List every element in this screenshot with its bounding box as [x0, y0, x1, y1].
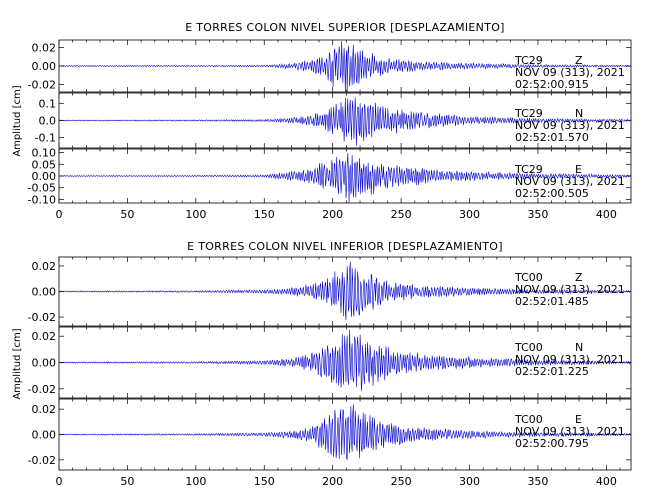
x-tick-label: 50 — [120, 208, 134, 221]
station-label: TC00 Z — [514, 271, 583, 284]
trace-tc00-e — [58, 404, 631, 461]
y-tick-label: 0.00 — [32, 286, 57, 299]
y-tick-label: 0.1 — [39, 97, 57, 110]
y-tick-label: 0.02 — [32, 403, 57, 416]
station-code: TC29 — [514, 107, 543, 120]
date-label: NOV 09 (313), 2021 — [515, 66, 625, 79]
trace-tc29-z — [58, 40, 631, 93]
time-label: 02:52:01.225 — [515, 365, 589, 378]
component-code: N — [575, 341, 583, 354]
chart-title-inferior: E TORRES COLON NIVEL INFERIOR [DESPLAZAM… — [187, 240, 503, 253]
station-label: TC00 E — [514, 413, 582, 426]
y-tick-label: 0.02 — [32, 41, 57, 54]
chart-title-superior: E TORRES COLON NIVEL SUPERIOR [DESPLAZAM… — [185, 21, 505, 34]
x-tick-label: 250 — [391, 475, 412, 488]
component-code: N — [575, 107, 583, 120]
y-tick-label: 0.10 — [32, 147, 57, 160]
x-tick-label: 200 — [322, 475, 343, 488]
trace-tc00-n — [58, 329, 631, 391]
component-code: E — [575, 163, 582, 176]
x-tick-label: 350 — [527, 208, 548, 221]
date-label: NOV 09 (313), 2021 — [515, 283, 625, 296]
x-tick-label: 400 — [596, 475, 617, 488]
y-tick-label: 0.00 — [32, 429, 57, 442]
y-axis-label-superior: Amplitud [cm] — [12, 85, 23, 156]
station-code: TC00 — [514, 341, 543, 354]
y-tick-label: 0.05 — [32, 158, 57, 171]
station-label: TC29 E — [514, 163, 582, 176]
y-tick-label: -0.1 — [35, 132, 56, 145]
y-tick-label: 0.00 — [32, 60, 57, 73]
x-tick-label: 0 — [56, 475, 63, 488]
date-label: NOV 09 (313), 2021 — [515, 353, 625, 366]
station-label: TC29 Z — [514, 54, 583, 67]
y-tick-label: 0.00 — [32, 170, 57, 183]
x-tick-label: 350 — [527, 475, 548, 488]
time-label: 02:52:00.915 — [515, 78, 589, 91]
station-code: TC00 — [514, 413, 543, 426]
station-code: TC29 — [514, 163, 543, 176]
time-label: 02:52:00.795 — [515, 437, 589, 450]
component-code: E — [575, 413, 582, 426]
component-code: Z — [575, 54, 583, 67]
date-label: NOV 09 (313), 2021 — [515, 425, 625, 438]
station-label: TC00 N — [514, 341, 583, 354]
x-tick-label: 100 — [185, 208, 206, 221]
time-label: 02:52:00.505 — [515, 187, 589, 200]
x-tick-label: 200 — [322, 208, 343, 221]
x-tick-label: 150 — [254, 208, 275, 221]
y-tick-label: -0.02 — [28, 79, 56, 92]
component-code: Z — [575, 271, 583, 284]
trace-tc29-n — [58, 97, 631, 146]
date-label: NOV 09 (313), 2021 — [515, 175, 625, 188]
y-tick-label: 0.0 — [39, 115, 57, 128]
y-axis-label-inferior: Amplitud [cm] — [12, 328, 23, 399]
station-code: TC29 — [514, 54, 543, 67]
trace-tc29-e — [58, 153, 631, 203]
x-tick-label: 150 — [254, 475, 275, 488]
y-tick-label: 0.02 — [32, 260, 57, 273]
y-tick-label: -0.05 — [28, 182, 56, 195]
y-tick-label: 0.02 — [32, 330, 57, 343]
x-tick-label: 400 — [596, 208, 617, 221]
x-tick-label: 0 — [56, 208, 63, 221]
x-tick-label: 300 — [459, 208, 480, 221]
time-label: 02:52:01.485 — [515, 295, 589, 308]
station-label: TC29 N — [514, 107, 583, 120]
y-tick-label: -0.02 — [28, 383, 56, 396]
y-tick-label: -0.02 — [28, 311, 56, 324]
x-tick-label: 100 — [185, 475, 206, 488]
date-label: NOV 09 (313), 2021 — [515, 119, 625, 132]
x-tick-label: 300 — [459, 475, 480, 488]
x-tick-label: 50 — [120, 475, 134, 488]
time-label: 02:52:01.570 — [515, 131, 589, 144]
y-tick-label: 0.00 — [32, 357, 57, 370]
station-code: TC00 — [514, 271, 543, 284]
x-tick-label: 250 — [391, 208, 412, 221]
y-tick-label: -0.10 — [28, 193, 56, 206]
y-tick-label: -0.02 — [28, 454, 56, 467]
trace-tc00-z — [58, 261, 631, 321]
